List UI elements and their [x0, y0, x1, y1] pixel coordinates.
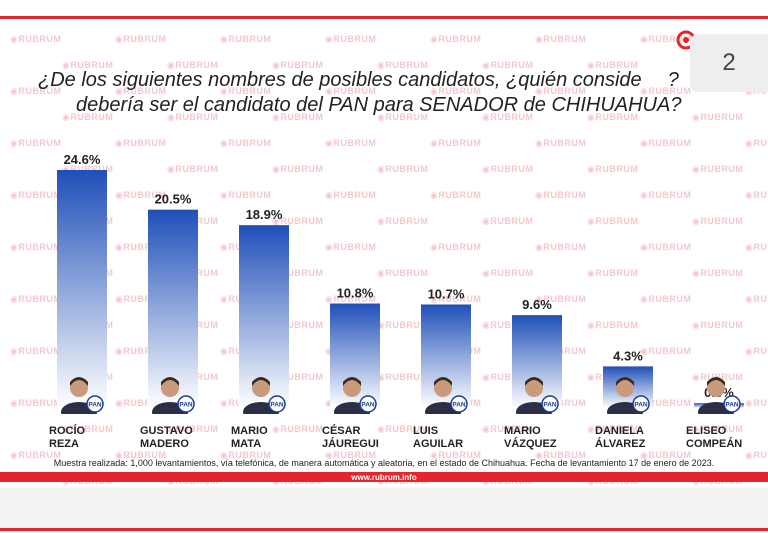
bar	[239, 225, 289, 408]
question-line-1: ¿De los siguientes nombres de posibles c…	[38, 69, 642, 91]
candidate-name: GUSTAVO MADERO	[140, 425, 193, 450]
pan-badge-text: PAN	[361, 402, 375, 409]
bar-value-label: 20.5%	[155, 192, 192, 207]
pan-badge-text: PAN	[634, 402, 648, 409]
pan-badge-text: PAN	[179, 402, 193, 409]
pan-badge-text: PAN	[725, 402, 739, 409]
page-number-badge[interactable]: 2	[690, 34, 768, 92]
bar-value-label: 9.6%	[522, 297, 552, 312]
candidate-photo-icon: PAN	[152, 377, 195, 414]
bar-value-label: 24.6%	[64, 152, 101, 167]
candidate-name: MARIO MATA	[231, 425, 268, 450]
bar-value-label: 10.7%	[428, 286, 465, 301]
candidate-photo-icon: PAN	[61, 377, 104, 414]
page-gap	[0, 488, 768, 533]
candidate-photo-icon: PAN	[516, 377, 559, 414]
methodology-footnote: Muestra realizada: 1,000 levantamientos,…	[53, 458, 715, 468]
candidate-photo-icon: PAN	[243, 377, 286, 414]
candidate-name: MARIO VÁZQUEZ	[504, 425, 557, 450]
bottom-red-bar	[0, 472, 768, 482]
candidate-name: ELISEO COMPEÁN	[686, 425, 743, 450]
candidate-name: ROCÍO REZA	[49, 425, 86, 450]
candidate-name: LUIS AGUILAR	[413, 425, 464, 450]
pan-badge-text: PAN	[452, 402, 466, 409]
pan-badge-text: PAN	[543, 402, 557, 409]
top-red-line	[0, 16, 768, 19]
pan-badge-text: PAN	[88, 402, 102, 409]
pan-badge-text: PAN	[270, 402, 284, 409]
candidate-name: DANIELA ÁLVAREZ	[595, 425, 646, 450]
poll-card: RUBRUMRUBRUMRUBRUMRUBRUMRUBRUMRUBRUMRUBR…	[0, 0, 768, 488]
candidate-photo-icon: PAN	[607, 377, 650, 414]
bar	[148, 209, 198, 408]
bar	[57, 170, 107, 408]
website-link[interactable]: www.rubrum.info	[351, 473, 417, 482]
next-card-red-line	[0, 528, 768, 531]
candidate-photo-icon: PAN	[698, 377, 741, 414]
candidate-name: CÉSAR JÁUREGUI	[322, 425, 379, 450]
candidate-photo-icon: PAN	[334, 377, 377, 414]
question-line-1-tail: ?	[667, 69, 679, 91]
bar-chart: 24.6%20.5%18.9%10.8%10.7%9.6%4.3%0.5%	[57, 152, 744, 408]
bar-value-label: 18.9%	[246, 207, 283, 222]
bar-value-label: 10.8%	[337, 286, 374, 301]
chart-question: ¿De los siguientes nombres de posibles c…	[38, 68, 758, 118]
candidate-photo-icon: PAN	[425, 377, 468, 414]
question-line-2: debería ser el candidato del PAN para SE…	[76, 94, 682, 116]
bar-value-label: 4.3%	[613, 348, 643, 363]
